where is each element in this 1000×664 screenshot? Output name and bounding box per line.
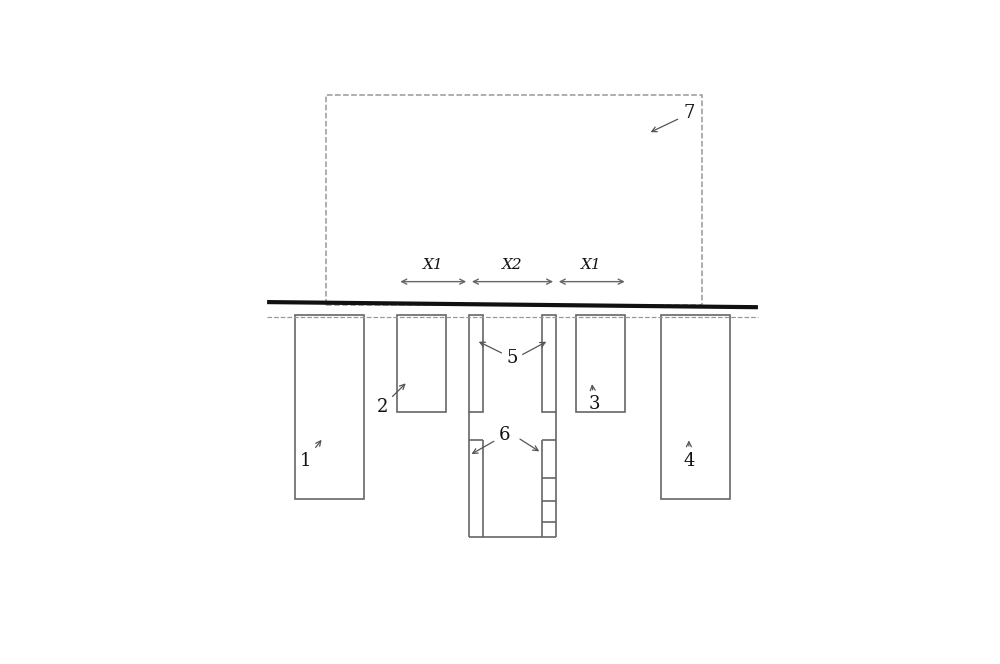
Text: 6: 6 bbox=[473, 426, 511, 454]
Bar bbox=[295, 315, 364, 499]
Text: 4: 4 bbox=[683, 442, 695, 469]
Bar bbox=[397, 315, 446, 412]
Text: 2: 2 bbox=[376, 384, 405, 416]
Bar bbox=[576, 315, 625, 412]
Text: 7: 7 bbox=[683, 104, 695, 122]
Bar bbox=[326, 95, 702, 305]
Text: 1: 1 bbox=[300, 441, 321, 469]
Text: X2: X2 bbox=[502, 258, 523, 272]
Text: 5: 5 bbox=[480, 342, 518, 367]
Bar bbox=[469, 315, 483, 412]
Bar bbox=[661, 315, 730, 499]
Text: 3: 3 bbox=[589, 386, 600, 414]
Bar bbox=[542, 315, 556, 412]
Text: X1: X1 bbox=[423, 258, 444, 272]
Text: X1: X1 bbox=[581, 258, 602, 272]
